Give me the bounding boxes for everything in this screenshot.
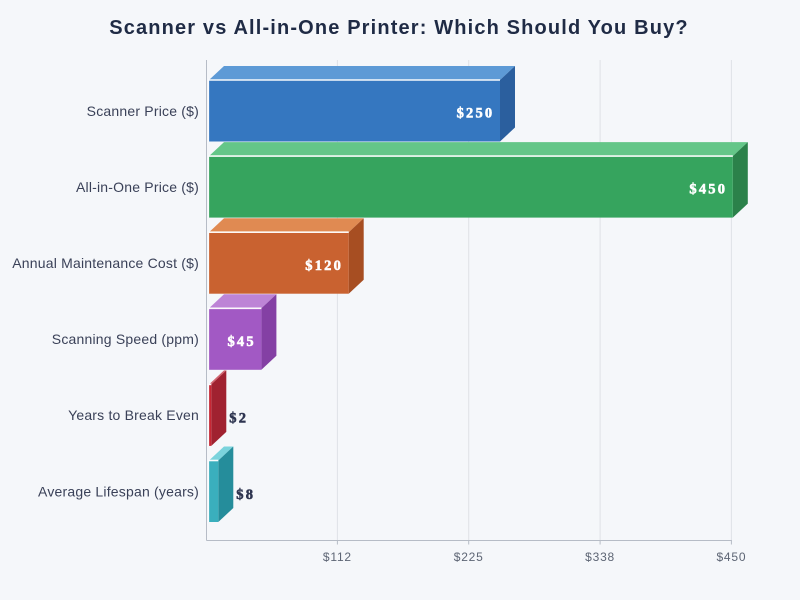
svg-text:Annual Maintenance Cost ($): Annual Maintenance Cost ($) bbox=[12, 255, 199, 271]
svg-text:$45: $45 bbox=[227, 334, 255, 350]
svg-text:$450: $450 bbox=[716, 550, 746, 564]
svg-text:$2: $2 bbox=[229, 411, 248, 427]
svg-text:$250: $250 bbox=[457, 106, 495, 122]
svg-text:Scanner Price ($): Scanner Price ($) bbox=[87, 103, 199, 119]
svg-text:Average Lifespan (years): Average Lifespan (years) bbox=[38, 483, 199, 499]
svg-text:All-in-One Price ($): All-in-One Price ($) bbox=[76, 179, 199, 195]
svg-text:$338: $338 bbox=[585, 550, 615, 564]
svg-text:$8: $8 bbox=[236, 487, 255, 503]
svg-text:$112: $112 bbox=[323, 550, 352, 564]
svg-text:Years to Break Even: Years to Break Even bbox=[68, 407, 199, 423]
svg-text:$120: $120 bbox=[305, 258, 343, 274]
svg-text:$225: $225 bbox=[454, 550, 484, 564]
svg-text:Scanning Speed (ppm): Scanning Speed (ppm) bbox=[52, 331, 199, 347]
svg-text:$450: $450 bbox=[689, 182, 727, 198]
svg-text:Scanner vs All-in-One Printer:: Scanner vs All-in-One Printer: Which Sho… bbox=[109, 17, 688, 39]
